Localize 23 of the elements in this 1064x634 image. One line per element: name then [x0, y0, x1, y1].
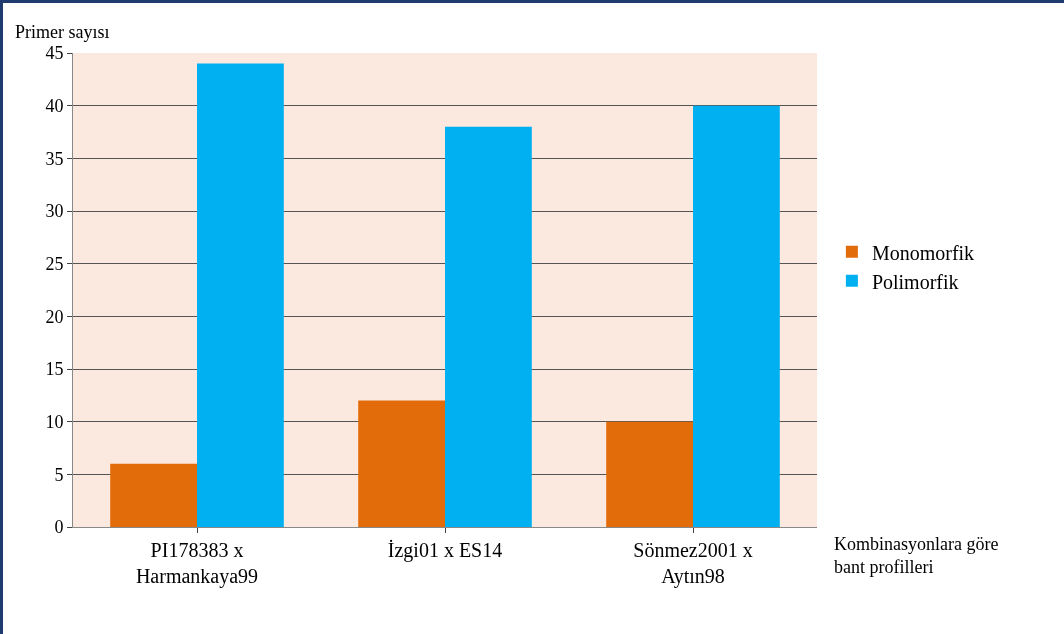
y-axis-title: Primer sayısı	[15, 22, 110, 42]
bar	[110, 463, 197, 527]
y-tick-label: 45	[45, 43, 64, 64]
y-tick-label: 10	[45, 411, 64, 432]
x-tick-label: İzgi01 x ES14	[387, 539, 503, 562]
y-tick-label: 40	[45, 95, 64, 116]
bar	[445, 126, 532, 527]
x-tick-label: PI178383 x Harmankaya99	[135, 539, 259, 588]
y-tick-label: 0	[54, 517, 64, 538]
bar	[358, 400, 445, 527]
bar	[693, 105, 780, 527]
bar	[606, 421, 693, 527]
x-tick-label: Sönmez2001 x Aytın98	[633, 539, 753, 588]
x-axis-title: Kombinasyonlara göre bant profilleri	[834, 534, 999, 578]
legend-label: Monomorfik	[871, 241, 975, 264]
y-tick-label: 25	[45, 253, 64, 274]
bar	[197, 63, 284, 527]
y-tick-label: 15	[45, 359, 64, 380]
y-tick-label: 30	[45, 201, 64, 222]
legend-label: Polimorfik	[871, 270, 959, 293]
y-tick-label: 20	[45, 306, 64, 327]
y-tick-label: 5	[54, 464, 64, 485]
y-tick-label: 35	[45, 148, 64, 169]
